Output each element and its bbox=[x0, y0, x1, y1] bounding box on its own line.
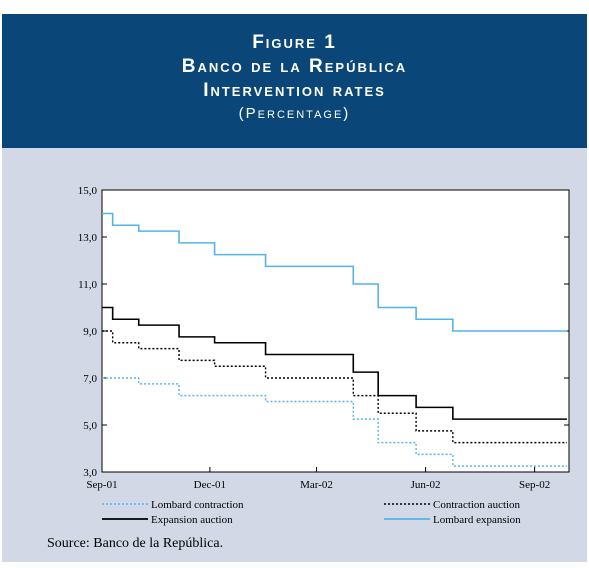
source-note: Source: Banco de la República. bbox=[47, 536, 224, 551]
series-line bbox=[102, 377, 567, 467]
x-tick-label: Dec-01 bbox=[194, 479, 226, 491]
x-tick-label: Sep-01 bbox=[86, 479, 117, 491]
legend-label: Lombard contraction bbox=[151, 499, 244, 511]
chart-svg: 3,0 5,0 7,0 9,0 11,0 13,0 15,0 Sep-01 Dec-01 Mar… bbox=[78, 185, 570, 526]
series-line bbox=[102, 212, 567, 332]
y-tick-label: 3,0 bbox=[83, 467, 97, 479]
y-tick-label: 7,0 bbox=[83, 373, 97, 385]
legend-label: Contraction auction bbox=[433, 499, 521, 511]
series-line bbox=[102, 330, 567, 444]
figure-subtitle: Intervention rates bbox=[203, 80, 386, 101]
figure-unit: (Percentage) bbox=[238, 105, 351, 122]
series-line bbox=[102, 306, 567, 420]
x-tick-label: Sep-02 bbox=[519, 479, 550, 491]
figure-panel: Figure 1 Banco de la República Intervent… bbox=[2, 14, 587, 562]
x-tick-label: Jun-02 bbox=[411, 479, 441, 491]
y-tick-label: 13,0 bbox=[78, 232, 98, 244]
y-tick-label: 5,0 bbox=[83, 420, 97, 432]
y-tick-label: 15,0 bbox=[78, 185, 98, 197]
x-axis: Sep-01 Dec-01 Mar-02 Jun-02 Sep-02 bbox=[86, 467, 550, 491]
figure-title: Banco de la República bbox=[181, 56, 408, 77]
series-lines bbox=[102, 212, 567, 467]
y-tick-label: 9,0 bbox=[83, 326, 97, 338]
x-tick-label: Mar-02 bbox=[300, 479, 333, 491]
y-tick-label: 11,0 bbox=[78, 279, 97, 291]
legend: Lombard contraction Contraction auction Ex… bbox=[102, 499, 521, 526]
legend-label: Lombard expansion bbox=[433, 514, 521, 526]
figure-header: Figure 1 Banco de la República Intervent… bbox=[2, 14, 587, 148]
figure-number: Figure 1 bbox=[252, 32, 337, 53]
legend-label: Expansion auction bbox=[151, 514, 233, 526]
